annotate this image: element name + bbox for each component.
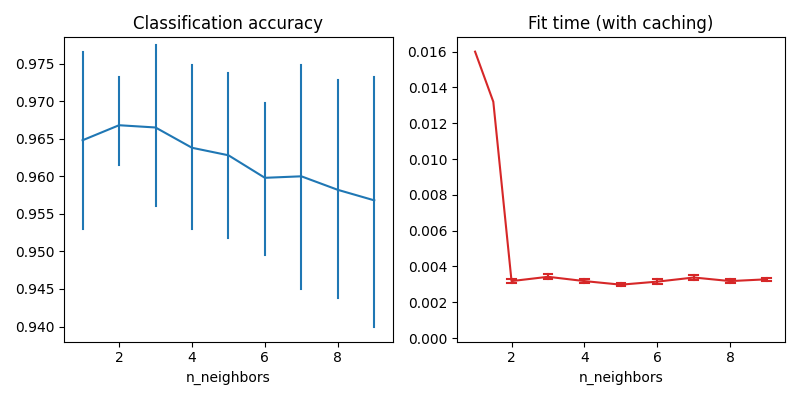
X-axis label: n_neighbors: n_neighbors [186,371,270,385]
Title: Classification accuracy: Classification accuracy [134,15,323,33]
X-axis label: n_neighbors: n_neighbors [578,371,663,385]
Title: Fit time (with caching): Fit time (with caching) [528,15,714,33]
